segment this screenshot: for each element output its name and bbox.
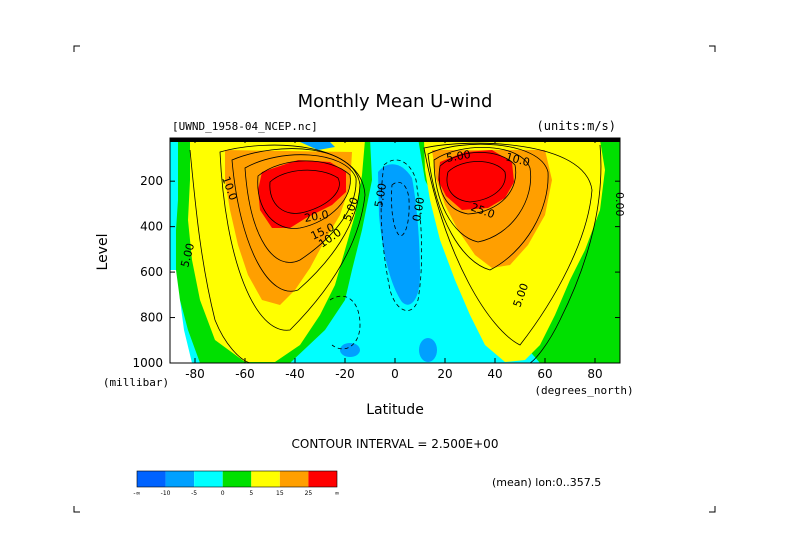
x-tick-label: -40 bbox=[285, 367, 305, 381]
region-top-blue-patch bbox=[300, 142, 335, 150]
contour-label: 10.0 bbox=[504, 150, 531, 169]
contour-line bbox=[423, 142, 593, 346]
colorbar-tick-label: -10 bbox=[161, 490, 171, 497]
colorbar-tick-label: 5 bbox=[249, 490, 253, 497]
x-tick-label: 60 bbox=[537, 367, 552, 381]
corner-mark-tl bbox=[73, 45, 80, 52]
colorbar-tick-label: 15 bbox=[276, 490, 284, 497]
contour-label: 20.0 bbox=[303, 208, 329, 225]
region-red-north bbox=[438, 150, 514, 210]
region-blue-equatorial bbox=[378, 164, 420, 305]
region-red-south bbox=[258, 160, 346, 228]
units-label: (units:m/s) bbox=[537, 119, 616, 133]
y-tick-label: 600 bbox=[140, 265, 163, 279]
x-axis-title: Latitude bbox=[366, 402, 424, 418]
corner-mark-bl bbox=[73, 506, 80, 513]
terrain-missing-region bbox=[170, 270, 192, 363]
x-tick-label: 20 bbox=[437, 367, 452, 381]
contour-line bbox=[231, 148, 361, 292]
contour-label: 5.00 bbox=[178, 242, 197, 269]
y-axis: 200 400 600 800 1000 bbox=[132, 174, 620, 370]
x-tick-label: 0 bbox=[391, 367, 399, 381]
contour-lines bbox=[189, 142, 602, 363]
colorbar-tick-label: -∞ bbox=[133, 490, 140, 497]
contour-fill-layer bbox=[170, 138, 620, 363]
negative-contour-line bbox=[391, 181, 410, 237]
colorbar-tick-label: -5 bbox=[191, 490, 197, 497]
x-axis: -80 -60 -40 -20 0 20 40 60 80 bbox=[185, 138, 603, 381]
colorbar-swatch bbox=[279, 471, 309, 487]
colorbar: -∞ -10 -5 0 5 15 25 ∞ bbox=[133, 470, 340, 497]
colorbar-swatch bbox=[308, 471, 337, 487]
colorbar-swatch bbox=[251, 471, 280, 487]
colorbar-swatch bbox=[165, 471, 195, 487]
contour-line bbox=[433, 146, 532, 243]
corner-mark-tr bbox=[709, 45, 716, 52]
negative-contour-line bbox=[329, 295, 361, 350]
region-blue-small-north bbox=[419, 338, 437, 362]
colorbar-tick-label: ∞ bbox=[335, 490, 340, 497]
chart-title: Monthly Mean U-wind bbox=[298, 91, 493, 112]
colorbar-swatch bbox=[137, 471, 166, 487]
region-blue-small-south bbox=[340, 343, 360, 357]
contour-line bbox=[219, 144, 366, 331]
y-tick-label: 400 bbox=[140, 220, 163, 234]
negative-contour-line bbox=[380, 159, 423, 311]
contour-line bbox=[427, 143, 549, 271]
y-tick-label: 800 bbox=[140, 311, 163, 325]
x-tick-label: -80 bbox=[185, 367, 205, 381]
contour-line bbox=[244, 154, 357, 263]
contour-line bbox=[269, 169, 340, 214]
x-tick-label: 40 bbox=[487, 367, 502, 381]
contour-line bbox=[438, 151, 517, 215]
contour-line bbox=[529, 144, 602, 363]
contour-line bbox=[189, 149, 251, 363]
colorbar-swatch bbox=[194, 471, 223, 487]
dataset-label: [UWND_1958-04_NCEP.nc] bbox=[172, 120, 318, 133]
colorbar-tick-label: 0 bbox=[221, 490, 225, 497]
x-tick-label: 80 bbox=[587, 367, 602, 381]
contour-interval-note: CONTOUR INTERVAL = 2.500E+00 bbox=[292, 437, 499, 451]
contour-line bbox=[446, 161, 506, 203]
contour-label: 0.00 bbox=[410, 196, 427, 222]
negative-contour-lines bbox=[329, 159, 423, 350]
x-axis-units: (degrees_north) bbox=[534, 384, 633, 397]
contour-line bbox=[257, 160, 351, 229]
mean-longitude-note: (mean) lon:0..357.5 bbox=[492, 476, 601, 489]
y-tick-label: 200 bbox=[140, 174, 163, 188]
contour-label: 5.00 bbox=[372, 182, 389, 208]
contour-label: 0.00 bbox=[613, 192, 626, 217]
contour-label: 5.00 bbox=[445, 148, 471, 165]
colorbar-swatch bbox=[222, 471, 252, 487]
x-tick-label: -20 bbox=[335, 367, 355, 381]
y-axis-units: (millibar) bbox=[103, 376, 169, 389]
colorbar-frame bbox=[136, 470, 338, 488]
colorbar-tick-label: 25 bbox=[305, 490, 313, 497]
x-tick-label: -60 bbox=[235, 367, 255, 381]
y-tick-label: 1000 bbox=[132, 356, 163, 370]
corner-mark-br bbox=[709, 506, 716, 513]
y-axis-title: Level bbox=[95, 234, 111, 271]
